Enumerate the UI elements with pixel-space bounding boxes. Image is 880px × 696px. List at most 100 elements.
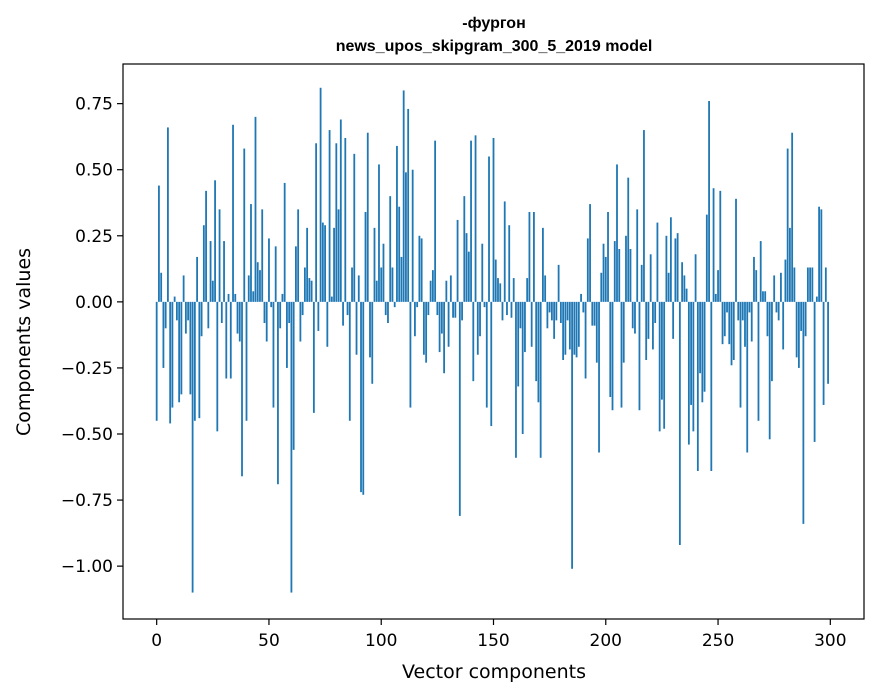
bar-297 xyxy=(822,301,825,405)
bar-276 xyxy=(775,301,778,313)
bar-47 xyxy=(261,209,264,302)
bar-106 xyxy=(393,301,396,308)
bar-221 xyxy=(652,301,654,350)
bar-239 xyxy=(692,301,695,432)
bar-224 xyxy=(658,301,661,432)
bar-17 xyxy=(193,301,196,421)
x-tick-label: 150 xyxy=(477,631,509,651)
bar-148 xyxy=(488,156,490,302)
bar-29 xyxy=(220,301,223,323)
bar-218 xyxy=(645,301,648,360)
bar-299 xyxy=(827,301,829,384)
bar-246 xyxy=(708,101,710,302)
bar-104 xyxy=(389,196,392,302)
bar-63 xyxy=(297,209,300,302)
bar-45 xyxy=(256,262,259,302)
bar-184 xyxy=(568,301,571,350)
bar-27 xyxy=(216,301,219,432)
bar-49 xyxy=(265,301,268,342)
bar-269 xyxy=(759,241,762,302)
bar-55 xyxy=(279,301,282,329)
y-tick-label: 0.25 xyxy=(75,227,113,247)
bar-212 xyxy=(631,301,634,329)
bar-157 xyxy=(508,225,511,302)
x-tick-label: 0 xyxy=(151,631,162,651)
bar-204 xyxy=(613,241,616,302)
bar-260 xyxy=(739,301,742,408)
bar-203 xyxy=(611,301,614,411)
bar-250 xyxy=(717,270,719,302)
y-tick-label: 0.50 xyxy=(75,161,113,181)
bar-183 xyxy=(566,301,569,321)
bar-23 xyxy=(207,301,210,329)
bar-108 xyxy=(398,206,401,302)
bar-162 xyxy=(519,301,522,329)
bar-232 xyxy=(676,233,679,302)
bar-274 xyxy=(771,301,773,382)
bar-62 xyxy=(295,246,297,302)
bar-259 xyxy=(737,301,740,321)
bar-256 xyxy=(730,301,733,366)
bar-222 xyxy=(654,301,657,323)
bar-229 xyxy=(669,217,672,302)
bar-213 xyxy=(634,301,636,334)
bar-174 xyxy=(546,301,549,329)
bar-48 xyxy=(263,301,266,323)
bar-149 xyxy=(490,301,493,427)
bar-8 xyxy=(173,296,176,302)
bar-279 xyxy=(782,301,785,350)
bar-247 xyxy=(710,301,713,471)
bar-266 xyxy=(753,256,755,302)
bar-32 xyxy=(227,293,230,302)
bar-207 xyxy=(620,301,623,408)
bar-11 xyxy=(180,301,183,395)
bar-56 xyxy=(281,293,284,302)
bar-124 xyxy=(434,140,437,302)
bar-233 xyxy=(678,301,681,545)
y-tick-label: 0.75 xyxy=(75,95,113,115)
bar-155 xyxy=(503,201,506,302)
bar-54 xyxy=(277,301,279,485)
bar-152 xyxy=(497,278,499,302)
bar-158 xyxy=(510,301,513,318)
bar-185 xyxy=(571,301,573,569)
bar-7 xyxy=(171,301,174,408)
bar-199 xyxy=(602,243,605,302)
bar-173 xyxy=(544,275,547,302)
bar-197 xyxy=(598,301,600,453)
bar-18 xyxy=(196,256,198,302)
bar-44 xyxy=(254,116,257,302)
bar-113 xyxy=(409,301,412,408)
bar-265 xyxy=(750,301,753,342)
bar-1 xyxy=(158,185,160,302)
bar-12 xyxy=(182,275,185,302)
bar-280 xyxy=(784,259,787,302)
bar-28 xyxy=(218,209,221,302)
bar-82 xyxy=(339,119,342,302)
bar-134 xyxy=(456,219,459,302)
bar-285 xyxy=(795,301,798,358)
bar-85 xyxy=(346,301,349,316)
bar-15 xyxy=(189,301,192,395)
bar-10 xyxy=(178,301,181,403)
bar-97 xyxy=(373,227,376,302)
bar-194 xyxy=(591,301,594,326)
bar-5 xyxy=(167,127,169,302)
bar-94 xyxy=(366,132,369,302)
bar-21 xyxy=(202,225,205,302)
bar-193 xyxy=(589,204,591,302)
chart-title-line-2: news_upos_skipgram_300_5_2019 model xyxy=(336,38,653,55)
bar-201 xyxy=(607,212,609,302)
bar-275 xyxy=(773,275,776,302)
bar-292 xyxy=(811,267,814,302)
bar-100 xyxy=(380,267,383,302)
x-tick-label: 200 xyxy=(590,631,622,651)
bar-202 xyxy=(609,301,612,397)
bar-31 xyxy=(225,301,228,379)
bar-281 xyxy=(786,148,789,302)
bar-46 xyxy=(259,270,261,302)
bar-64 xyxy=(299,301,302,342)
bar-208 xyxy=(622,301,625,363)
bar-0 xyxy=(155,301,158,421)
bar-71 xyxy=(315,143,318,302)
